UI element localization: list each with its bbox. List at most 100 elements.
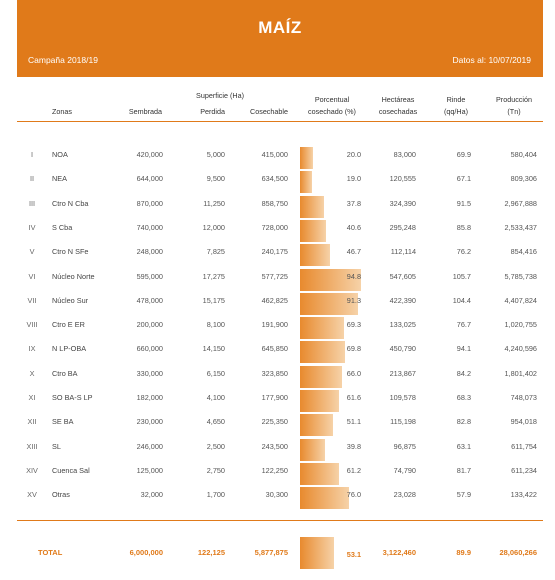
- pct-bar: [300, 390, 340, 412]
- total-divider: [17, 520, 543, 521]
- column-header-perdida: Perdida: [200, 107, 225, 116]
- sembrada-value: 246,000: [136, 441, 163, 451]
- sembrada-value: 740,000: [136, 222, 163, 232]
- hectareas-value: 115,198: [390, 417, 416, 427]
- zone-number: X: [29, 368, 35, 378]
- total-pct-bar: [300, 537, 334, 569]
- pct-value: 19.0: [346, 174, 361, 184]
- zone-number: XII: [27, 417, 37, 427]
- zone-name: Ctro BA: [52, 368, 78, 378]
- column-header-cosechable: Cosechable: [250, 107, 288, 116]
- produccion-value: 4,407,824: [504, 295, 537, 305]
- zone-name: N LP-OBA: [52, 344, 87, 354]
- pct-cell: 51.1: [300, 413, 364, 437]
- zone-number: III: [28, 198, 36, 208]
- produccion-value: 133,422: [510, 490, 537, 500]
- cosechable-value: 323,850: [261, 368, 288, 378]
- cosechable-value: 243,500: [261, 441, 288, 451]
- campaign-label: Campaña 2018/19: [28, 55, 98, 65]
- rinde-value: 104.4: [452, 295, 471, 305]
- pct-bar: [300, 147, 313, 169]
- zone-name: NOA: [52, 150, 68, 159]
- hectareas-value: 213,867: [389, 368, 416, 378]
- sembrada-value: 870,000: [136, 198, 163, 208]
- perdida-value: 11,250: [203, 198, 225, 208]
- produccion-value: 809,306: [510, 174, 537, 184]
- produccion-value: 1,801,402: [504, 368, 537, 378]
- column-header-sembrada: Sembrada: [128, 107, 162, 116]
- pct-cell: 39.8: [300, 438, 364, 462]
- sembrada-value: 478,000: [136, 295, 163, 305]
- total-cosechable: 5,877,875: [254, 548, 288, 557]
- pct-value: 66.0: [346, 368, 361, 378]
- zone-number: VI: [28, 271, 36, 281]
- zone-number: II: [29, 174, 35, 184]
- pct-cell: 37.8: [300, 195, 364, 219]
- zone-name: SE BA: [52, 417, 74, 427]
- perdida-value: 6,150: [206, 368, 225, 378]
- total-hectareas: 3,122,460: [382, 548, 416, 557]
- sembrada-value: 32,000: [140, 490, 163, 500]
- total-pct-cell: 53.1: [300, 537, 364, 569]
- cosechable-value: 645,850: [261, 344, 288, 354]
- sembrada-value: 248,000: [136, 247, 163, 257]
- rinde-value: 91.5: [456, 198, 471, 208]
- pct-value: 51.1: [346, 417, 361, 427]
- cosechable-value: 462,825: [261, 295, 288, 305]
- cosechable-value: 728,000: [261, 222, 288, 232]
- hectareas-value: 112,114: [390, 247, 416, 257]
- produccion-value: 580,404: [510, 150, 537, 159]
- hectareas-value: 96,875: [393, 441, 416, 451]
- perdida-value: 4,100: [206, 393, 225, 402]
- zone-number: XIII: [26, 441, 38, 451]
- column-header-porcentual-line2: cosechado (%): [308, 107, 356, 116]
- rinde-value: 82.8: [456, 417, 471, 427]
- table-row: X Ctro BA 330,000 6,150 323,850 213,867 84.2 1,…: [0, 365, 555, 389]
- pct-bar: [300, 462, 340, 485]
- column-header-hectareas-line1: Hectáreas: [381, 95, 415, 104]
- zone-number: VIII: [26, 320, 38, 330]
- rinde-value: 84.2: [456, 368, 471, 378]
- total-produccion: 28,060,266: [499, 548, 537, 557]
- sembrada-value: 182,000: [136, 393, 163, 402]
- pct-cell: 66.0: [300, 365, 364, 389]
- perdida-value: 12,000: [202, 222, 225, 232]
- zone-number: XV: [27, 490, 37, 500]
- column-header-porcentual-line1: Porcentual: [314, 95, 350, 104]
- sembrada-value: 644,000: [136, 174, 163, 184]
- pct-value: 61.2: [346, 465, 361, 475]
- pct-bar: [300, 219, 326, 242]
- pct-bar: [300, 317, 345, 340]
- column-header-produccion-line1: Producción: [496, 95, 532, 104]
- pct-value: 40.6: [346, 222, 361, 232]
- zone-number: XI: [28, 393, 36, 402]
- pct-bar: [300, 171, 313, 194]
- table-row: XV Otras 32,000 1,700 30,300 23,028 57.9 133,42…: [0, 486, 555, 510]
- total-rinde: 89.9: [456, 548, 471, 557]
- pct-cell: 20.0: [300, 146, 364, 170]
- sembrada-value: 660,000: [136, 344, 163, 354]
- zone-number: IX: [28, 344, 36, 354]
- sembrada-value: 200,000: [136, 320, 163, 330]
- table-row: I NOA 420,000 5,000 415,000 83,000 69.9 580,404…: [0, 146, 555, 170]
- table-row: V Ctro N SFe 248,000 7,825 240,175 112,114 76.…: [0, 243, 555, 267]
- pct-value: 61.6: [346, 393, 361, 402]
- pct-cell: 40.6: [300, 219, 364, 243]
- zone-number: V: [29, 247, 35, 257]
- zone-name: Núcleo Norte: [52, 271, 95, 281]
- pct-value: 20.0: [346, 150, 361, 159]
- produccion-value: 4,240,596: [504, 344, 537, 354]
- rinde-value: 67.1: [456, 174, 471, 184]
- zone-name: Ctro N Cba: [52, 198, 89, 208]
- rinde-value: 69.9: [456, 150, 471, 159]
- pct-value: 37.8: [346, 198, 361, 208]
- column-header-hectareas: Hectáreas cosechadas: [368, 94, 428, 118]
- column-header-zonas: Zonas: [52, 107, 72, 116]
- zone-name: S Cba: [52, 222, 73, 232]
- rinde-value: 81.7: [456, 465, 471, 475]
- hectareas-value: 109,578: [389, 393, 416, 402]
- zone-name: Ctro E ER: [52, 320, 85, 330]
- cosechable-value: 240,175: [261, 247, 288, 257]
- column-header-produccion: Producción (Tn): [486, 94, 542, 118]
- perdida-value: 4,650: [206, 417, 225, 427]
